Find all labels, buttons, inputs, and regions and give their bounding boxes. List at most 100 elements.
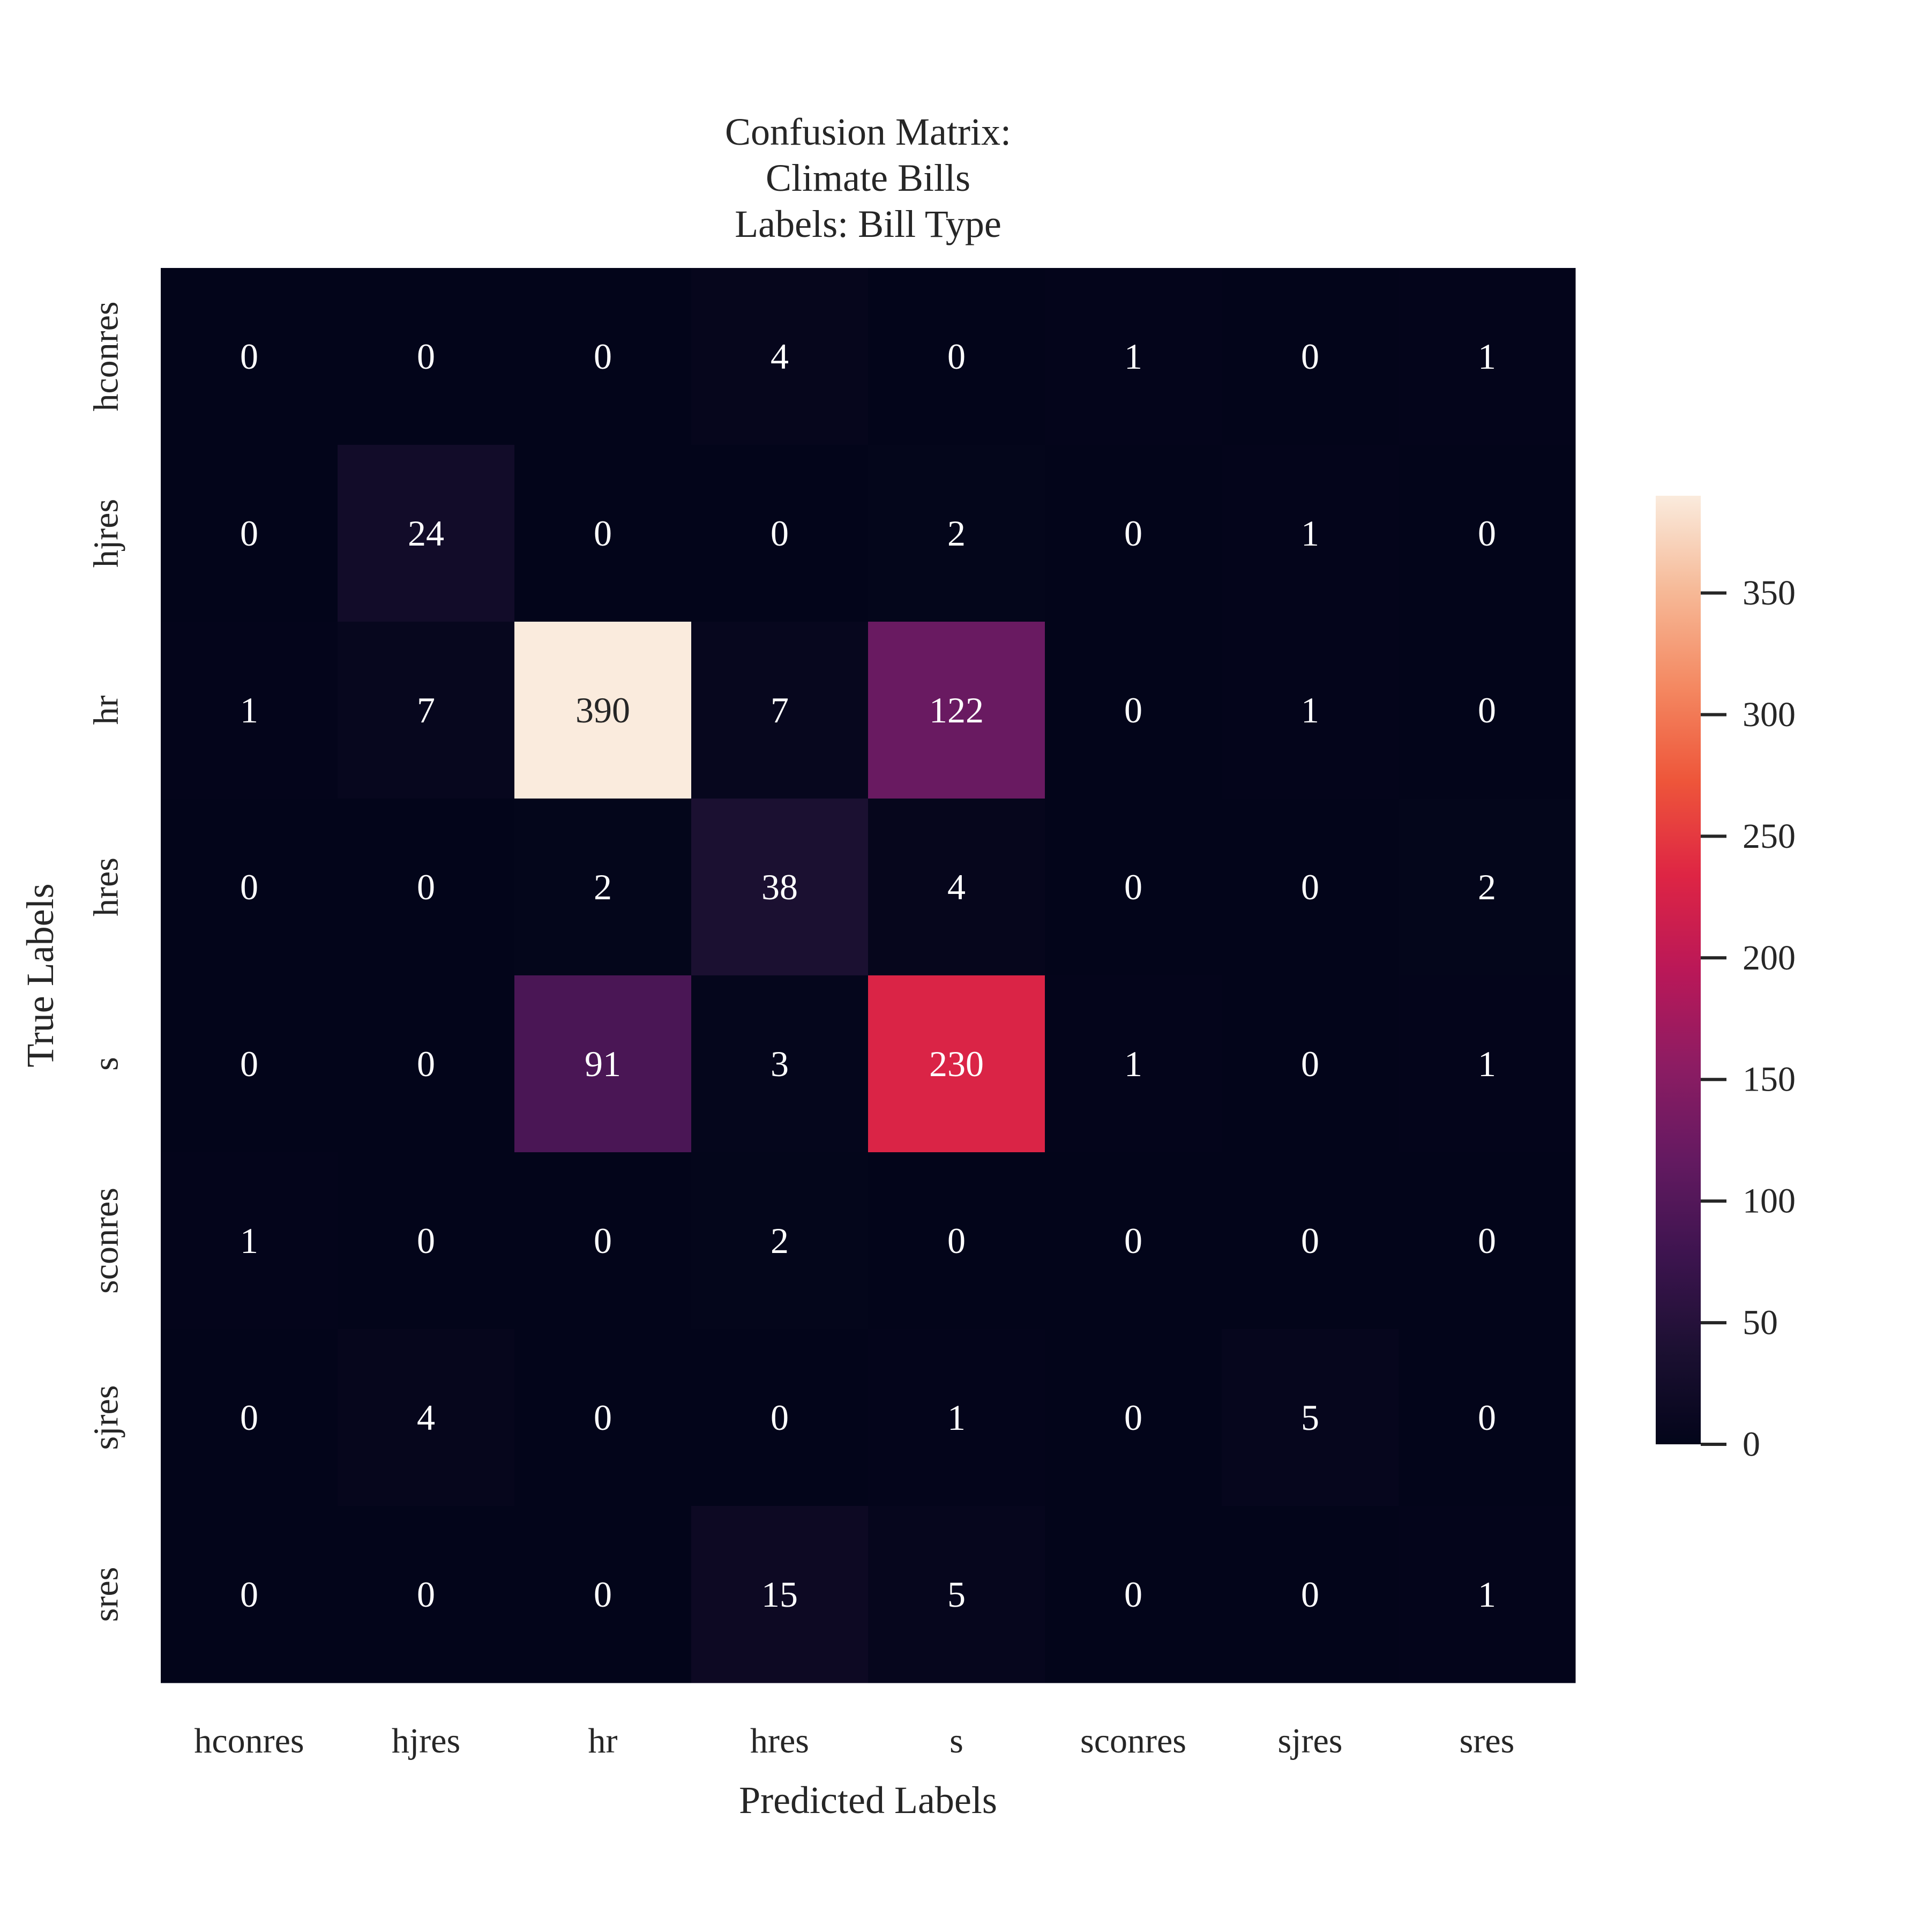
cell-value-label: 3 xyxy=(771,1043,789,1084)
y-tick-label: sconres xyxy=(87,1188,126,1294)
cell-value-label: 390 xyxy=(575,690,630,730)
cell-value-label: 5 xyxy=(1301,1397,1319,1438)
cell-value-label: 2 xyxy=(947,513,966,554)
heatmap-cell xyxy=(1399,975,1576,1153)
heatmap-cell xyxy=(161,622,338,799)
heatmap-cell xyxy=(868,1506,1045,1683)
heatmap-cell xyxy=(1222,268,1399,445)
heatmap-cell xyxy=(338,975,515,1153)
cell-value-label: 2 xyxy=(771,1220,789,1261)
x-tick-label: sjres xyxy=(1278,1721,1343,1761)
heatmap-cell xyxy=(514,622,692,799)
heatmap-cell xyxy=(1399,1506,1576,1683)
x-axis-label: Predicted Labels xyxy=(739,1779,997,1822)
y-tick-label: hconres xyxy=(87,301,126,411)
y-tick-label: hres xyxy=(87,857,126,916)
heatmap-cell xyxy=(691,1506,869,1683)
cell-value-label: 0 xyxy=(1478,1220,1496,1261)
heatmap-cell xyxy=(868,268,1045,445)
cell-value-label: 0 xyxy=(240,513,258,554)
cell-value-label: 4 xyxy=(771,336,789,377)
heatmap-cell xyxy=(338,1506,515,1683)
heatmap-cell xyxy=(514,445,692,622)
heatmap-cell xyxy=(868,1329,1045,1506)
heatmap-cell xyxy=(1222,445,1399,622)
x-tick-label: hjres xyxy=(392,1721,460,1761)
cell-value-label: 0 xyxy=(947,1220,966,1261)
cell-value-label: 1 xyxy=(1478,1574,1496,1615)
heatmap-cell xyxy=(161,1506,338,1683)
heatmap-cell xyxy=(1045,975,1222,1153)
cell-value-label: 0 xyxy=(240,867,258,907)
heatmap-cell xyxy=(868,622,1045,799)
heatmap-cell xyxy=(338,1329,515,1506)
y-tick-label: hr xyxy=(87,695,126,725)
cell-value-label: 0 xyxy=(1124,867,1142,907)
cell-value-label: 0 xyxy=(1301,1043,1319,1084)
cell-value-label: 1 xyxy=(1301,513,1319,554)
heatmap-cell xyxy=(514,1329,692,1506)
heatmap-cell xyxy=(1045,1506,1222,1683)
heatmap-cell xyxy=(161,799,338,976)
cell-value-label: 0 xyxy=(417,1220,435,1261)
colorbar-tick-label: 250 xyxy=(1743,817,1796,856)
heatmap-cell xyxy=(161,268,338,445)
cell-value-label: 0 xyxy=(240,336,258,377)
heatmap-cell xyxy=(1399,1329,1576,1506)
cell-value-label: 1 xyxy=(947,1397,966,1438)
heatmap-cell xyxy=(1399,799,1576,976)
colorbar-tick-label: 0 xyxy=(1743,1425,1760,1464)
y-tick-label: hjres xyxy=(87,499,126,568)
heatmap-cell xyxy=(1222,1506,1399,1683)
cell-value-label: 0 xyxy=(771,513,789,554)
cell-value-label: 2 xyxy=(1478,867,1496,907)
heatmap-cell xyxy=(868,1152,1045,1330)
heatmap-cell xyxy=(338,622,515,799)
cell-value-label: 0 xyxy=(594,1397,612,1438)
heatmap-cell xyxy=(691,445,869,622)
colorbar-tick-label: 200 xyxy=(1743,938,1796,978)
colorbar-bar xyxy=(1656,496,1701,1444)
heatmap-cell xyxy=(161,1152,338,1330)
y-axis-tick-labels: hconres hjres hr hres s sconres sjres sres xyxy=(87,301,126,1622)
cell-value-label: 1 xyxy=(1478,1043,1496,1084)
heatmap-cell xyxy=(338,799,515,976)
heatmap-cell xyxy=(1045,1329,1222,1506)
colorbar-tick-label: 350 xyxy=(1743,573,1796,613)
x-tick-label: hres xyxy=(750,1721,809,1761)
heatmap-cell xyxy=(691,799,869,976)
cell-value-label: 0 xyxy=(1124,1574,1142,1615)
colorbar-tick-label: 150 xyxy=(1743,1060,1796,1099)
cell-value-label: 122 xyxy=(929,690,984,730)
heatmap-cell xyxy=(1399,1152,1576,1330)
heatmap-cell xyxy=(868,799,1045,976)
cell-value-label: 5 xyxy=(947,1574,966,1615)
x-tick-label: hr xyxy=(588,1721,618,1761)
cell-value-label: 0 xyxy=(1478,1397,1496,1438)
heatmap-cell xyxy=(514,975,692,1153)
heatmap-cell xyxy=(161,975,338,1153)
cell-value-label: 0 xyxy=(1301,336,1319,377)
heatmap-cell xyxy=(1045,799,1222,976)
cell-value-label: 0 xyxy=(1124,1220,1142,1261)
heatmap-cell xyxy=(868,975,1045,1153)
x-tick-label: sres xyxy=(1460,1721,1515,1761)
heatmap-cell xyxy=(691,1329,869,1506)
heatmap-cell xyxy=(514,268,692,445)
heatmap-cell xyxy=(691,975,869,1153)
heatmap-cell xyxy=(1399,622,1576,799)
cell-value-label: 0 xyxy=(1478,513,1496,554)
colorbar: 0 50 100 150 200 250 300 350 xyxy=(1656,496,1796,1464)
colorbar-tick-label: 300 xyxy=(1743,695,1796,734)
cell-value-label: 0 xyxy=(417,867,435,907)
y-tick-label: s xyxy=(87,1057,126,1071)
cell-value-label: 7 xyxy=(417,690,435,730)
cell-value-label: 15 xyxy=(761,1574,798,1615)
cell-value-label: 0 xyxy=(417,1043,435,1084)
cell-value-label: 0 xyxy=(1124,690,1142,730)
heatmap-cell xyxy=(1222,975,1399,1153)
x-tick-label: s xyxy=(949,1721,963,1761)
cell-value-label: 1 xyxy=(1301,690,1319,730)
heatmap-cell xyxy=(161,445,338,622)
